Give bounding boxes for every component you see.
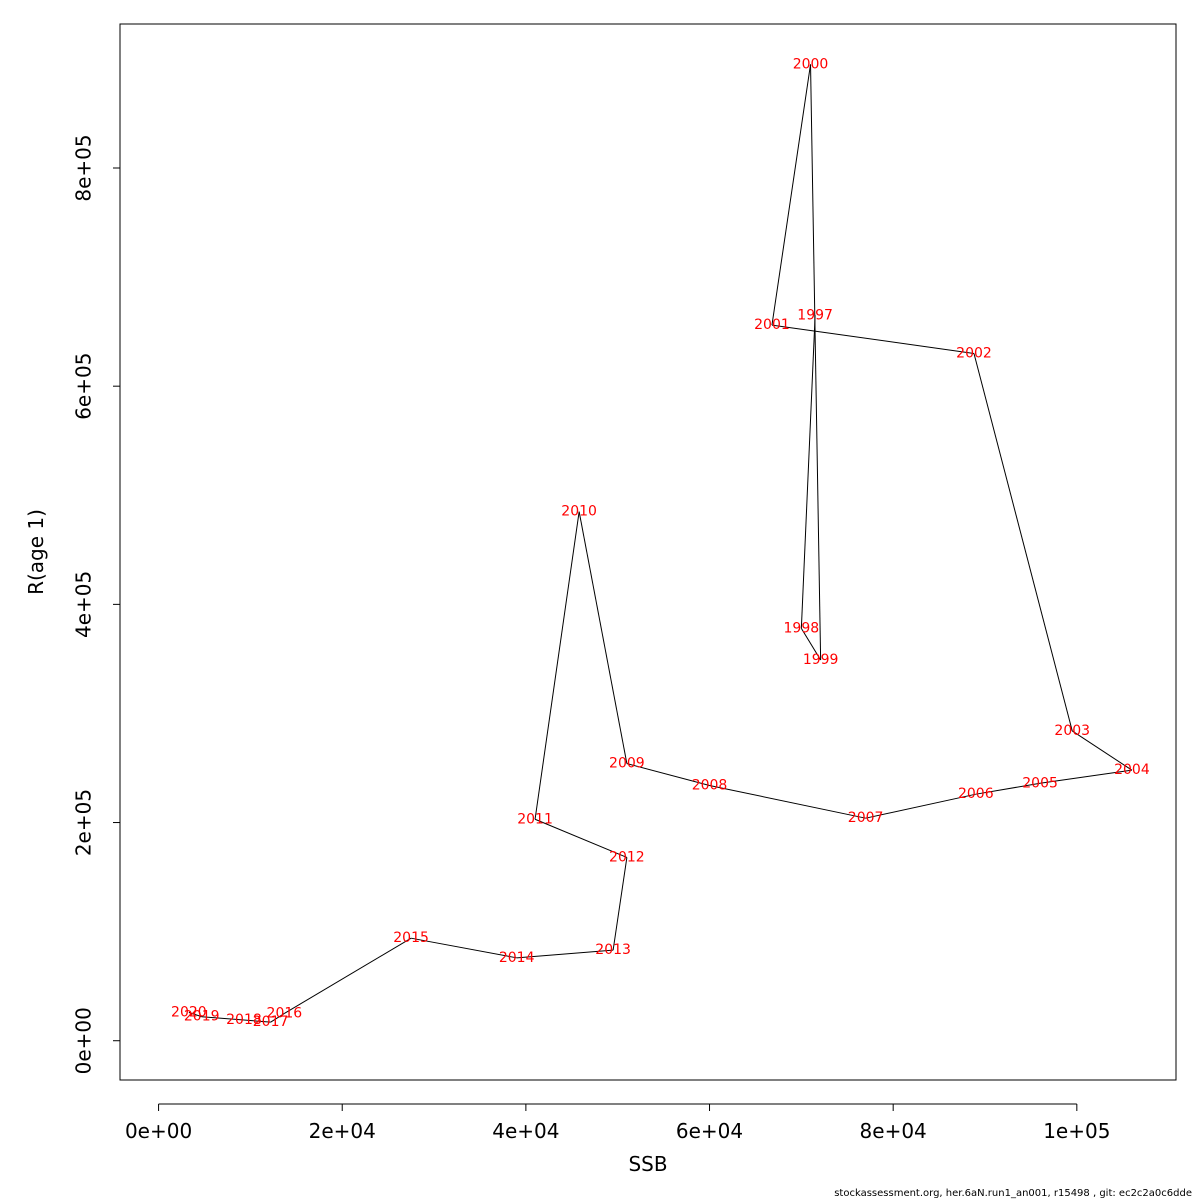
point-label: 2013 bbox=[595, 942, 631, 958]
y-axis-title: R(age 1) bbox=[24, 509, 48, 595]
series-segment bbox=[1040, 769, 1132, 784]
point-label: 2010 bbox=[561, 504, 597, 520]
series-segment bbox=[800, 315, 816, 629]
point-label: 2014 bbox=[499, 950, 535, 966]
x-axis: 0e+00 2e+04 4e+04 6e+04 8e+04 1e+05 bbox=[125, 1103, 1110, 1143]
series-segment bbox=[201, 1016, 245, 1021]
y-axis: 0e+00 2e+05 4e+05 6e+05 8e+05 bbox=[72, 134, 121, 1074]
series-segment bbox=[973, 353, 1073, 732]
series-segment bbox=[771, 324, 975, 354]
series-segment bbox=[626, 763, 710, 786]
point-label: 2009 bbox=[609, 756, 645, 772]
y-tick-label: 2e+05 bbox=[72, 789, 96, 856]
point-label: 2001 bbox=[754, 317, 790, 333]
series-segment bbox=[188, 1011, 202, 1018]
series-segment bbox=[800, 628, 822, 661]
point-label: 2008 bbox=[692, 777, 728, 793]
y-tick-label: 0e+00 bbox=[72, 1007, 96, 1074]
series-segment bbox=[612, 857, 628, 951]
point-label: 2007 bbox=[848, 810, 884, 826]
x-tick-label: 6e+04 bbox=[676, 1119, 743, 1143]
point-label: 2011 bbox=[517, 811, 553, 827]
series-segment bbox=[865, 793, 976, 819]
point-label: 2017 bbox=[253, 1014, 289, 1030]
series-segment bbox=[516, 949, 614, 959]
point-label: 1999 bbox=[803, 652, 839, 668]
series-segment bbox=[709, 784, 866, 819]
series-segment bbox=[534, 511, 580, 820]
point-label: 2018 bbox=[226, 1012, 262, 1028]
y-tick-label: 8e+05 bbox=[72, 134, 96, 201]
point-labels: 1997 1998 1999 2000 2001 2002 2003 2004 2005 2006… bbox=[171, 56, 1150, 1030]
x-axis-title: SSB bbox=[628, 1152, 667, 1176]
point-label: 2003 bbox=[1054, 723, 1090, 739]
x-tick-label: 1e+05 bbox=[1043, 1119, 1110, 1143]
point-label: 2005 bbox=[1022, 775, 1058, 791]
series-segment bbox=[810, 64, 822, 661]
x-tick-label: 2e+04 bbox=[309, 1119, 376, 1143]
series-segment bbox=[578, 511, 628, 764]
series-segment bbox=[1071, 730, 1133, 771]
point-label: 2012 bbox=[609, 849, 645, 865]
series-segment bbox=[243, 1019, 271, 1023]
series-segment bbox=[284, 937, 412, 1014]
series-segment bbox=[975, 782, 1041, 795]
series-segment bbox=[410, 937, 517, 959]
series-segment bbox=[534, 818, 628, 858]
point-label: 2004 bbox=[1114, 762, 1150, 778]
y-tick-label: 6e+05 bbox=[72, 353, 96, 420]
footer-source-note: stockassessment.org, her.6aN.run1_an001,… bbox=[834, 1188, 1192, 1199]
point-label: 2006 bbox=[958, 786, 994, 802]
x-tick-label: 4e+04 bbox=[492, 1119, 559, 1143]
plot-frame bbox=[119, 23, 1177, 1081]
point-label: 2000 bbox=[793, 56, 829, 72]
point-label: 2020 bbox=[171, 1004, 207, 1020]
series-segment bbox=[771, 64, 812, 326]
x-tick-label: 8e+04 bbox=[860, 1119, 927, 1143]
series-line bbox=[188, 64, 1133, 1023]
x-tick-label: 0e+00 bbox=[125, 1119, 192, 1143]
point-label: 1998 bbox=[784, 620, 820, 636]
point-label: 2016 bbox=[267, 1005, 303, 1021]
point-label: 2019 bbox=[184, 1009, 220, 1025]
y-tick-label: 4e+05 bbox=[72, 571, 96, 638]
point-label: 2015 bbox=[393, 930, 429, 946]
series-segment bbox=[270, 1013, 285, 1023]
point-label: 2002 bbox=[956, 345, 992, 361]
point-label: 1997 bbox=[797, 307, 833, 323]
